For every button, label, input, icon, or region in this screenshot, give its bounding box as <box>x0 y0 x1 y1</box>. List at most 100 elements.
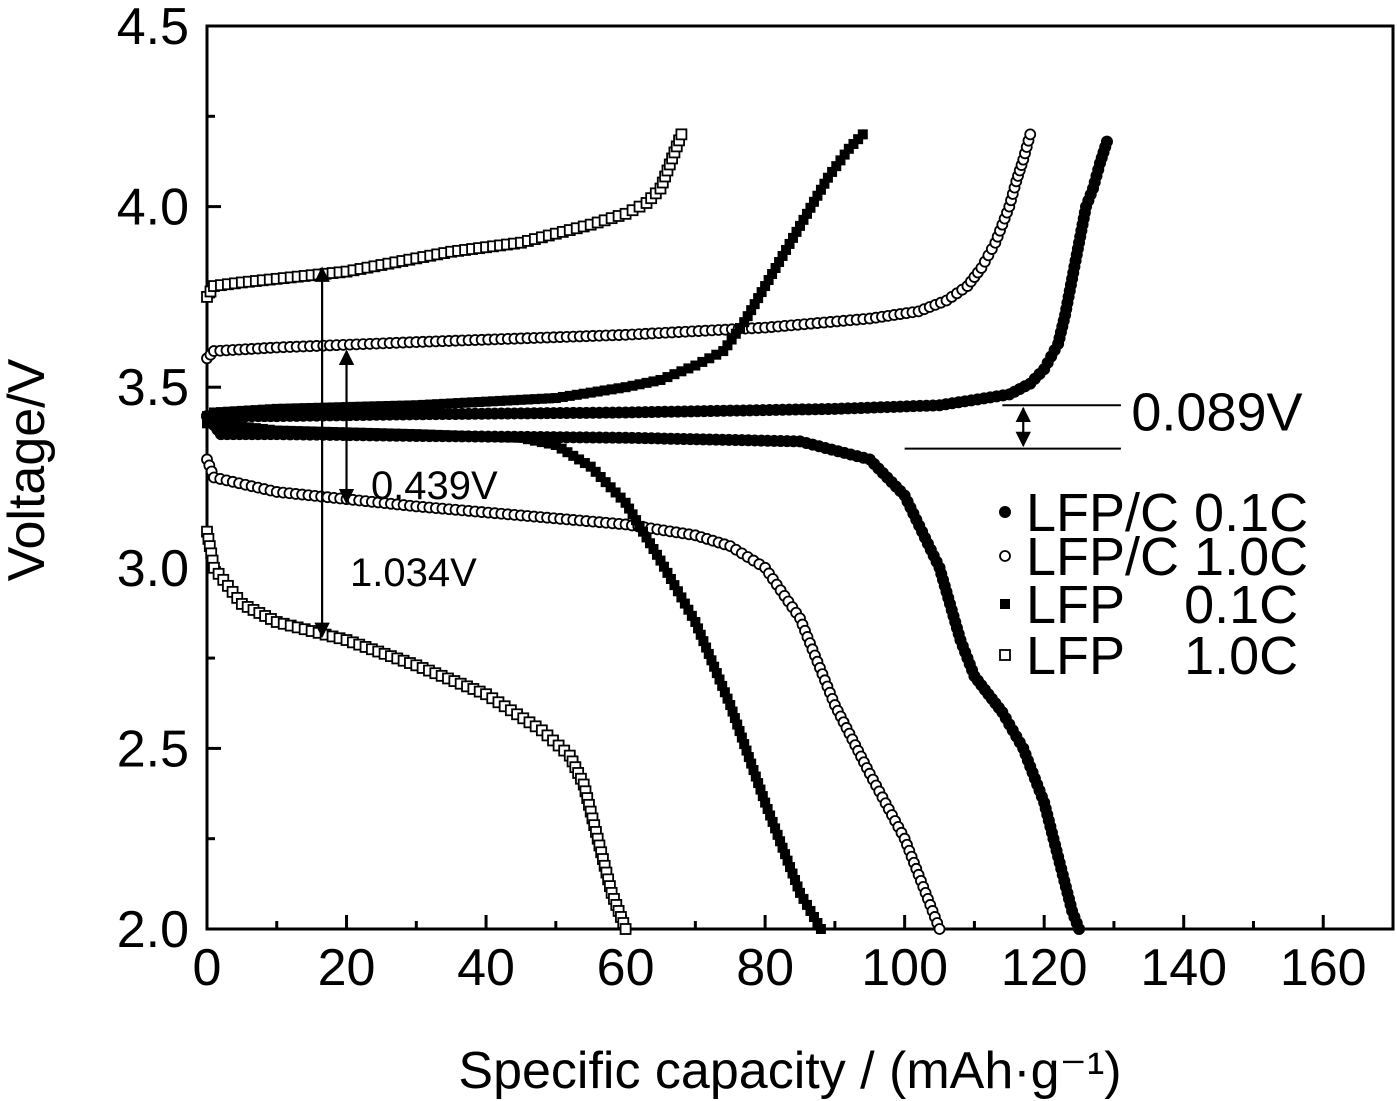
data-point-discharge <box>798 893 809 904</box>
y-tick-label: 3.5 <box>117 359 189 417</box>
data-point-charge <box>784 238 795 249</box>
data-point-discharge <box>418 429 429 440</box>
data-point-charge <box>571 389 582 400</box>
data-point-charge <box>839 149 850 160</box>
data-point-charge <box>683 363 694 374</box>
data-point-discharge <box>488 431 499 442</box>
data-point-discharge <box>264 424 275 435</box>
data-point-charge <box>627 380 638 391</box>
data-point-discharge <box>787 868 798 879</box>
data-point-charge <box>264 404 275 415</box>
data-point-charge <box>697 356 708 367</box>
data-point-discharge <box>271 425 282 436</box>
data-point-discharge <box>795 887 805 898</box>
data-point-discharge <box>748 765 759 776</box>
x-tick-label: 20 <box>318 939 376 997</box>
data-point-charge <box>718 346 729 357</box>
legend-marker <box>999 649 1011 661</box>
data-point-discharge <box>404 428 415 439</box>
data-point-charge <box>439 398 450 409</box>
data-point-discharge <box>732 719 743 730</box>
data-point-charge <box>229 406 240 417</box>
data-point-discharge <box>605 482 616 493</box>
data-point-discharge <box>481 431 492 442</box>
data-point-charge <box>418 399 429 410</box>
data-point-charge <box>620 382 631 393</box>
data-point-discharge <box>1073 923 1086 935</box>
x-tick-label: 160 <box>1280 939 1367 997</box>
data-point-discharge <box>665 573 676 584</box>
data-point-charge <box>746 305 757 316</box>
data-point-discharge <box>590 466 601 477</box>
data-point-charge <box>756 287 767 298</box>
data-point-discharge <box>662 567 673 578</box>
data-point-charge <box>411 400 422 411</box>
annotation-label-0089: 0.089V <box>1131 383 1302 443</box>
x-tick-label: 140 <box>1140 939 1227 997</box>
data-point-discharge <box>690 616 701 627</box>
series-lfp-0-1c <box>202 129 868 934</box>
data-point-charge <box>641 377 652 388</box>
data-point-discharge <box>615 492 626 503</box>
data-point-discharge <box>672 586 683 597</box>
data-point-charge <box>508 395 519 406</box>
data-point-discharge <box>222 419 233 430</box>
data-point-discharge <box>411 429 422 440</box>
data-point-discharge <box>376 428 387 439</box>
data-point-charge <box>355 401 366 412</box>
data-point-discharge <box>556 443 567 454</box>
data-point-charge <box>704 353 715 364</box>
legend-label: LFP/C 1.0C <box>1026 527 1308 587</box>
data-point-discharge <box>706 655 717 666</box>
data-point-discharge <box>243 422 254 433</box>
data-point-discharge <box>610 487 621 498</box>
data-point-discharge <box>741 745 752 756</box>
data-point-discharge <box>362 427 373 438</box>
data-point-discharge <box>805 905 816 916</box>
legend-label: LFP 1.0C <box>1026 626 1298 686</box>
data-point-discharge <box>770 823 781 834</box>
data-point-charge <box>749 299 760 310</box>
data-point-charge <box>753 293 764 304</box>
data-point-charge <box>327 402 338 413</box>
data-point-discharge <box>815 924 826 934</box>
data-point-discharge <box>460 430 471 441</box>
data-point-charge <box>474 397 485 408</box>
data-point-discharge <box>638 526 649 537</box>
data-point-charge <box>655 374 666 385</box>
data-point-charge <box>805 202 816 213</box>
data-point-discharge <box>236 421 247 432</box>
data-point-discharge <box>595 471 606 482</box>
data-point-charge <box>788 232 799 243</box>
data-point-charge <box>808 196 819 207</box>
x-tick-label: 100 <box>861 939 948 997</box>
data-point-discharge <box>812 917 823 928</box>
data-point-discharge <box>736 732 747 743</box>
annotation-label-1034: 1.034V <box>350 551 477 595</box>
data-point-discharge <box>734 726 745 737</box>
data-point-discharge <box>562 447 573 458</box>
data-point-charge <box>777 250 788 261</box>
data-point-discharge <box>679 598 690 609</box>
data-point-discharge <box>792 881 803 892</box>
data-point-discharge <box>651 549 662 560</box>
data-point-discharge <box>585 461 596 472</box>
data-point-discharge <box>757 791 768 802</box>
data-point-charge <box>306 402 317 413</box>
data-point-charge <box>613 383 624 394</box>
data-point-charge <box>529 394 540 405</box>
data-point-discharge <box>536 437 547 448</box>
data-point-charge <box>425 399 436 410</box>
data-point-charge <box>536 393 547 404</box>
data-point-charge <box>564 390 575 401</box>
data-point-charge <box>722 340 733 351</box>
data-point-charge <box>795 220 805 231</box>
data-point-charge <box>383 400 394 411</box>
data-point-discharge <box>785 862 796 873</box>
data-point-discharge <box>467 431 478 442</box>
data-point-discharge <box>693 623 704 634</box>
data-point-discharge <box>495 432 506 443</box>
data-point-charge <box>202 418 212 429</box>
data-point-charge <box>362 401 373 412</box>
